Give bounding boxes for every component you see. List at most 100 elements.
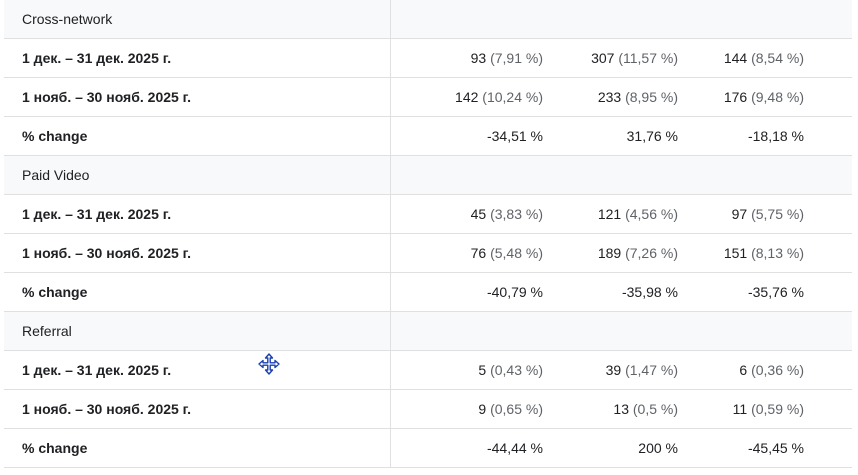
metric-cell: 151 (8,13 %) <box>724 234 804 272</box>
column-divider <box>390 78 391 116</box>
metric-share: (3,83 %) <box>490 206 543 222</box>
column-divider <box>390 234 391 272</box>
metric-value: 13 <box>613 401 629 417</box>
metric-value: 121 <box>597 206 622 222</box>
column-divider <box>390 0 391 38</box>
metric-share: (8,54 %) <box>751 50 804 66</box>
metric-share: (10,24 %) <box>482 89 543 105</box>
metric-value: 97 <box>731 206 748 222</box>
metric-cell: 121 (4,56 %) <box>598 195 678 233</box>
metric-share: (0,43 %) <box>490 362 543 378</box>
change-cell: -18,18 % <box>747 128 804 144</box>
metric-value: 233 <box>597 89 622 105</box>
group-header-row[interactable]: Cross-network <box>4 0 852 39</box>
group-header-row[interactable]: Paid Video <box>4 156 852 195</box>
metric-cell: 39 (1,47 %) <box>606 351 678 389</box>
metric-value: 151 <box>723 245 748 261</box>
row-label: % change <box>22 284 88 300</box>
column-divider <box>390 39 391 77</box>
metric-value: 5 <box>478 362 487 378</box>
metric-value: 176 <box>723 89 748 105</box>
metric-cell: 6 (0,36 %) <box>739 351 804 389</box>
row-label: 1 нояб. – 30 нояб. 2025 г. <box>22 245 192 261</box>
metric-cell: 45 (3,83 %) <box>471 195 543 233</box>
metric-share: (1,47 %) <box>625 362 678 378</box>
column-divider <box>390 156 391 194</box>
metric-share: (7,91 %) <box>490 50 543 66</box>
metric-value: 144 <box>723 50 748 66</box>
metric-cell: 93 (7,91 %) <box>471 39 543 77</box>
metric-value: 307 <box>591 50 615 66</box>
table-row-change[interactable]: % change -40,79 % -35,98 % -35,76 % <box>4 273 852 312</box>
metric-share: (8,95 %) <box>625 89 678 105</box>
row-label: 1 нояб. – 30 нояб. 2025 г. <box>22 89 192 105</box>
metric-share: (5,75 %) <box>751 206 804 222</box>
metric-value: 93 <box>470 50 487 66</box>
group-name: Paid Video <box>22 167 90 183</box>
column-divider <box>390 351 391 389</box>
change-cell: -44,44 % <box>486 440 543 456</box>
column-divider <box>390 117 391 155</box>
metric-value: 189 <box>597 245 622 261</box>
change-cell: 31,76 % <box>626 128 678 144</box>
column-divider <box>390 312 391 350</box>
row-label: 1 дек. – 31 дек. 2025 г. <box>22 206 172 222</box>
change-cell: -45,45 % <box>747 440 804 456</box>
table-row-change[interactable]: % change -44,44 % 200 % -45,45 % <box>4 429 852 468</box>
metric-share: (5,48 %) <box>490 245 543 261</box>
metric-cell: 189 (7,26 %) <box>598 234 678 272</box>
metric-cell: 9 (0,65 %) <box>478 390 543 428</box>
metric-share: (4,56 %) <box>625 206 678 222</box>
group-name: Cross-network <box>22 11 113 27</box>
row-label: 1 нояб. – 30 нояб. 2025 г. <box>22 401 192 417</box>
metric-value: 9 <box>478 401 487 417</box>
metric-cell: 307 (11,57 %) <box>591 39 678 77</box>
move-cursor-icon <box>258 353 280 375</box>
column-divider <box>390 429 391 467</box>
metric-cell: 13 (0,5 %) <box>613 390 678 428</box>
metric-share: (0,36 %) <box>751 362 804 378</box>
table-row[interactable]: 1 дек. – 31 дек. 2025 г. 93 (7,91 %) 307… <box>4 39 852 78</box>
metric-value: 39 <box>605 362 622 378</box>
change-cell: -34,51 % <box>486 128 543 144</box>
metric-value: 76 <box>470 245 487 261</box>
metric-share: (0,59 %) <box>751 401 804 417</box>
group-name: Referral <box>22 323 72 339</box>
metric-share: (11,57 %) <box>618 50 678 66</box>
row-label: % change <box>22 128 88 144</box>
table-row-change[interactable]: % change -34,51 % 31,76 % -18,18 % <box>4 117 852 156</box>
column-divider <box>390 195 391 233</box>
table-row[interactable]: 1 нояб. – 30 нояб. 2025 г. 9 (0,65 %) 13… <box>4 390 852 429</box>
metric-cell: 11 (0,59 %) <box>733 390 804 428</box>
change-cell: -35,98 % <box>621 284 678 300</box>
change-cell: -40,79 % <box>486 284 543 300</box>
change-cell: -35,76 % <box>747 284 804 300</box>
column-divider <box>390 390 391 428</box>
metric-share: (7,26 %) <box>625 245 678 261</box>
group-header-row[interactable]: Referral <box>4 312 852 351</box>
metric-value: 6 <box>739 362 748 378</box>
metric-cell: 97 (5,75 %) <box>732 195 804 233</box>
metric-share: (0,5 %) <box>632 401 678 417</box>
metric-value: 11 <box>732 401 748 417</box>
metric-cell: 233 (8,95 %) <box>598 78 678 116</box>
metric-share: (8,13 %) <box>751 245 804 261</box>
row-label: % change <box>22 440 88 456</box>
metric-cell: 176 (9,48 %) <box>724 78 804 116</box>
metric-share: (9,48 %) <box>751 89 804 105</box>
table-row[interactable]: 1 нояб. – 30 нояб. 2025 г. 76 (5,48 %) 1… <box>4 234 852 273</box>
metric-cell: 142 (10,24 %) <box>455 78 543 116</box>
metric-cell: 144 (8,54 %) <box>724 39 804 77</box>
row-label: 1 дек. – 31 дек. 2025 г. <box>22 362 172 378</box>
comparison-table: Cross-network 1 дек. – 31 дек. 2025 г. 9… <box>4 0 852 468</box>
metric-cell: 5 (0,43 %) <box>478 351 543 389</box>
column-divider <box>390 273 391 311</box>
metric-share: (0,65 %) <box>490 401 543 417</box>
change-cell: 200 % <box>638 440 678 456</box>
table-row[interactable]: 1 нояб. – 30 нояб. 2025 г. 142 (10,24 %)… <box>4 78 852 117</box>
table-row[interactable]: 1 дек. – 31 дек. 2025 г. 45 (3,83 %) 121… <box>4 195 852 234</box>
metric-value: 142 <box>455 89 479 105</box>
metric-value: 45 <box>470 206 487 222</box>
metric-cell: 76 (5,48 %) <box>471 234 543 272</box>
table-row[interactable]: 1 дек. – 31 дек. 2025 г. 5 (0,43 %) 39 (… <box>4 351 852 390</box>
